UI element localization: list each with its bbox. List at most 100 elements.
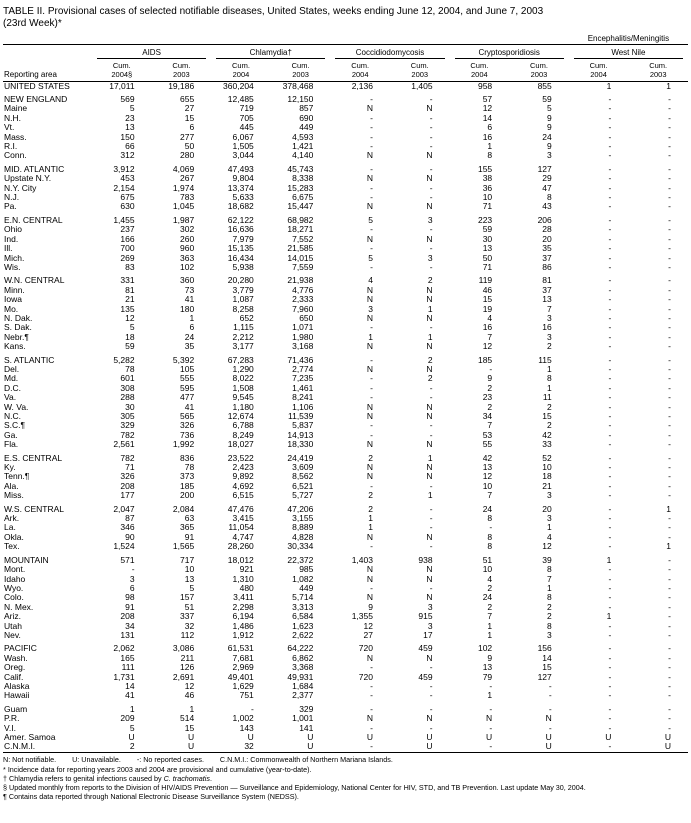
value-cell: 1,565 (172, 542, 195, 552)
value-cell: 78 (184, 463, 195, 473)
value-cell: 13 (482, 663, 493, 673)
value-cell: 720 (358, 672, 373, 682)
value-cell: 7,235 (292, 374, 314, 384)
section-total-row: MID. ATLANTIC 3,912 4,069 47,493 45,743 - - 155… (3, 165, 688, 174)
value-cell: 5,282 (113, 355, 135, 365)
value-cell: - (608, 630, 612, 640)
value-cell: 3,086 (172, 644, 195, 654)
value-cell: - (429, 113, 433, 123)
value-cell: 9 (487, 653, 493, 663)
value-cell: 51 (184, 602, 195, 612)
value-cell: - (668, 342, 671, 352)
area-row: Nebr.¶ 18 24 2,212 1,980 1 1 7 3- - (3, 333, 688, 342)
value-cell: 57 (482, 95, 493, 104)
footnote-pilcrow: ¶ Contains data reported through Nationa… (3, 792, 688, 801)
value-cell: 6 (129, 583, 135, 593)
value-cell: - (370, 355, 373, 365)
value-cell: - (429, 323, 433, 333)
reporting-area-cell: Ill. (4, 244, 13, 254)
value-cell: - (668, 295, 671, 305)
value-cell: 200 (180, 491, 195, 501)
value-cell: 50 (482, 253, 493, 263)
value-cell: 1,071 (292, 323, 314, 333)
value-cell: 2,561 (113, 440, 135, 450)
value-cell: 59 (482, 225, 493, 235)
value-cell: U (128, 733, 135, 742)
value-cell: 33 (542, 440, 552, 450)
value-cell: 41 (184, 295, 195, 305)
value-cell: - (370, 421, 373, 431)
value-cell: 23 (482, 393, 493, 403)
value-cell: 8 (487, 151, 493, 161)
value-cell: - (608, 95, 612, 104)
value-cell: - (668, 132, 671, 142)
value-cell: N (366, 565, 373, 575)
reporting-area-cell: La. (4, 523, 16, 533)
column-group-coccidiodomycosis: Coccidiodomycosis (330, 44, 449, 59)
value-cell: 4 (487, 313, 493, 323)
value-cell: 477 (180, 393, 195, 403)
reporting-area-cell: Miss. (4, 491, 24, 501)
value-cell: 8,889 (292, 523, 314, 533)
value-cell: - (548, 691, 552, 701)
value-cell: 14 (125, 681, 135, 691)
value-cell: - (608, 244, 612, 254)
value-cell: - (429, 723, 433, 733)
value-cell: 8 (487, 514, 493, 524)
value-cell: - (608, 342, 612, 352)
value-cell: - (608, 681, 612, 691)
value-cell: 206 (537, 215, 552, 225)
value-cell: - (429, 225, 433, 235)
value-cell: 1,082 (292, 574, 314, 584)
value-cell: 42 (542, 430, 552, 440)
value-cell: - (668, 612, 671, 622)
value-cell: 24,419 (287, 453, 314, 463)
value-cell: 1,461 (292, 383, 314, 393)
value-cell: 46 (482, 285, 493, 295)
value-cell: 1 (189, 313, 195, 323)
value-cell: U (605, 733, 612, 742)
subcolumn-header-chlamydia-2004: Cum. 2004 (211, 58, 271, 82)
value-cell: 111 (121, 663, 135, 673)
value-cell: 7 (547, 574, 552, 584)
value-cell: 20 (542, 504, 552, 514)
footnote-text: Contains data reported through National … (8, 791, 299, 801)
reporting-area-cell: Md. (4, 374, 19, 384)
value-cell: 22,372 (287, 555, 314, 565)
column-group-label: Chlamydia† (216, 45, 326, 59)
value-cell: 15 (542, 663, 552, 673)
value-cell: N (366, 440, 373, 450)
value-cell: - (668, 602, 671, 612)
value-cell: 28,260 (227, 542, 254, 552)
value-cell: 237 (120, 225, 135, 235)
value-cell: - (429, 542, 433, 552)
subcolumn-header-westnile-2003: Cum. 2003 (628, 58, 688, 82)
value-cell: - (668, 323, 671, 333)
value-cell: 6,515 (232, 491, 254, 501)
value-cell: 1 (427, 304, 433, 314)
section-total-row: PACIFIC 2,062 3,086 61,531 64,222 720 459 102 15… (3, 644, 688, 653)
value-cell: - (668, 723, 671, 733)
value-cell: - (668, 644, 671, 654)
value-cell: 4,140 (292, 151, 314, 161)
area-row: Tenn.¶ 326 373 9,892 8,562 N N 12 18 - - (3, 472, 688, 481)
value-cell: 10 (482, 481, 493, 491)
reporting-area-cell: MOUNTAIN (4, 555, 49, 565)
value-cell: - (429, 430, 433, 440)
area-row: Va. 288 477 9,545 8,241 - - 23 11 - - (3, 393, 688, 402)
value-cell: - (370, 183, 373, 193)
value-cell: - (668, 491, 671, 501)
column-group-aids: AIDS (92, 44, 211, 59)
value-cell: 10 (482, 193, 493, 203)
reporting-area-cell: Ky. (4, 463, 16, 473)
value-cell: - (608, 542, 612, 552)
area-row: N.C. 305 565 12,674 11,539 N N 34 15 - - (3, 412, 688, 421)
value-cell: - (370, 123, 373, 133)
value-cell: - (608, 202, 612, 212)
value-cell: - (608, 742, 612, 752)
value-cell: 18,027 (227, 440, 254, 450)
value-cell: - (608, 714, 612, 724)
value-cell: N (366, 463, 373, 473)
value-cell: 3,168 (292, 342, 314, 352)
value-cell: 12 (363, 621, 373, 631)
